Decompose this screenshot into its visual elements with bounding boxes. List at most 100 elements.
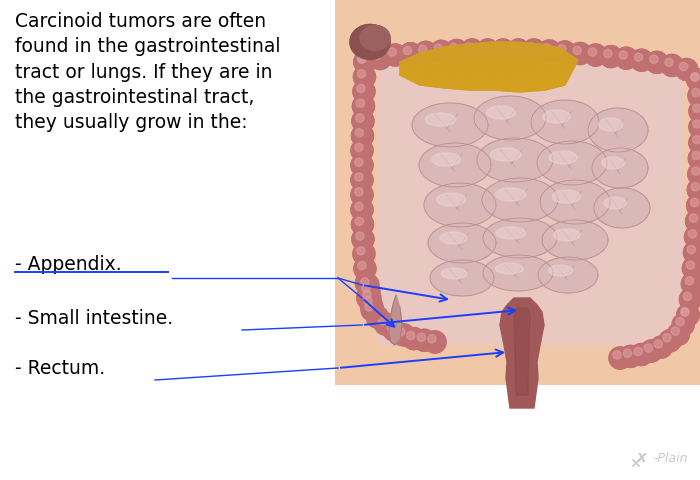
Circle shape xyxy=(538,40,561,62)
Circle shape xyxy=(624,349,631,358)
Circle shape xyxy=(415,41,437,63)
Circle shape xyxy=(355,203,363,211)
Ellipse shape xyxy=(422,65,436,75)
Circle shape xyxy=(393,324,415,346)
Polygon shape xyxy=(542,220,608,260)
Circle shape xyxy=(477,39,498,61)
Circle shape xyxy=(671,327,680,336)
Circle shape xyxy=(691,73,699,81)
Circle shape xyxy=(355,173,363,181)
Circle shape xyxy=(357,84,365,93)
Circle shape xyxy=(355,173,363,181)
Ellipse shape xyxy=(541,65,555,75)
Circle shape xyxy=(691,73,699,81)
Circle shape xyxy=(680,308,689,316)
Circle shape xyxy=(415,41,437,63)
Circle shape xyxy=(667,323,690,345)
Circle shape xyxy=(688,229,696,238)
Circle shape xyxy=(351,169,373,191)
Circle shape xyxy=(687,69,700,91)
Circle shape xyxy=(688,84,700,107)
Circle shape xyxy=(672,313,694,336)
Circle shape xyxy=(355,158,363,167)
Circle shape xyxy=(353,81,375,103)
Polygon shape xyxy=(432,153,461,166)
Circle shape xyxy=(654,340,662,348)
Circle shape xyxy=(686,261,694,269)
Polygon shape xyxy=(400,42,578,92)
Circle shape xyxy=(680,62,687,71)
Circle shape xyxy=(511,43,519,51)
Circle shape xyxy=(646,51,668,73)
Circle shape xyxy=(676,317,685,326)
Circle shape xyxy=(402,328,425,349)
Circle shape xyxy=(682,257,700,279)
Circle shape xyxy=(650,336,672,358)
Circle shape xyxy=(352,110,374,132)
Circle shape xyxy=(634,348,643,356)
Polygon shape xyxy=(540,180,610,224)
Ellipse shape xyxy=(439,65,453,75)
Circle shape xyxy=(634,348,643,356)
Circle shape xyxy=(683,241,700,264)
Circle shape xyxy=(356,99,365,108)
Circle shape xyxy=(366,306,389,328)
Circle shape xyxy=(355,217,363,226)
Circle shape xyxy=(357,287,379,309)
Circle shape xyxy=(676,59,698,81)
Circle shape xyxy=(671,327,680,336)
Circle shape xyxy=(630,344,652,366)
Text: -Plain: -Plain xyxy=(653,452,687,465)
Circle shape xyxy=(365,303,373,311)
Circle shape xyxy=(689,116,700,138)
Circle shape xyxy=(360,291,369,299)
Polygon shape xyxy=(474,96,546,140)
Circle shape xyxy=(393,324,415,346)
Circle shape xyxy=(691,182,699,191)
Circle shape xyxy=(693,120,700,128)
Polygon shape xyxy=(440,232,467,244)
Circle shape xyxy=(690,198,699,207)
Polygon shape xyxy=(549,265,573,276)
Circle shape xyxy=(526,43,535,51)
Circle shape xyxy=(687,179,700,201)
Circle shape xyxy=(383,319,405,341)
Polygon shape xyxy=(483,218,557,258)
Polygon shape xyxy=(490,148,521,161)
Circle shape xyxy=(644,344,652,352)
Circle shape xyxy=(619,51,627,59)
Ellipse shape xyxy=(490,65,504,75)
Circle shape xyxy=(434,44,442,52)
Circle shape xyxy=(677,304,699,326)
Circle shape xyxy=(417,333,426,341)
Circle shape xyxy=(693,120,700,128)
Circle shape xyxy=(356,99,365,108)
Circle shape xyxy=(360,278,369,286)
Circle shape xyxy=(689,100,700,122)
Circle shape xyxy=(387,323,395,331)
Circle shape xyxy=(351,169,373,191)
Circle shape xyxy=(365,300,373,309)
Circle shape xyxy=(361,297,383,319)
Circle shape xyxy=(687,194,700,216)
Polygon shape xyxy=(588,108,648,152)
Circle shape xyxy=(351,214,374,235)
Circle shape xyxy=(378,317,386,325)
FancyBboxPatch shape xyxy=(378,62,683,345)
Circle shape xyxy=(686,261,694,269)
Circle shape xyxy=(357,287,379,309)
Polygon shape xyxy=(428,223,496,263)
Circle shape xyxy=(650,55,658,63)
Circle shape xyxy=(358,262,366,270)
Circle shape xyxy=(584,44,606,66)
Circle shape xyxy=(419,45,427,53)
Circle shape xyxy=(687,69,700,91)
Circle shape xyxy=(687,69,700,91)
Circle shape xyxy=(692,167,700,175)
Circle shape xyxy=(369,48,391,70)
Circle shape xyxy=(374,313,396,335)
Polygon shape xyxy=(482,178,558,222)
Circle shape xyxy=(403,47,412,55)
Circle shape xyxy=(692,135,700,144)
Circle shape xyxy=(687,245,696,253)
